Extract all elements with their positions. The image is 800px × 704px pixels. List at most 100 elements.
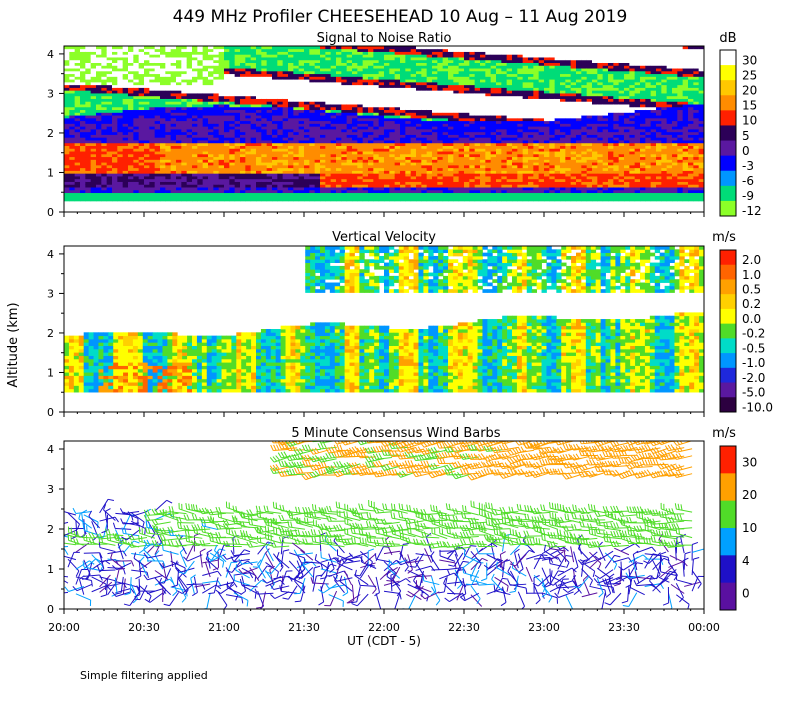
snr-cell	[234, 106, 241, 111]
snr-cell	[74, 178, 81, 182]
snr-cell	[405, 176, 412, 180]
snr-cell	[213, 137, 220, 141]
snr-cell	[74, 170, 81, 174]
snr-cell	[517, 156, 524, 160]
snr-cell	[74, 106, 81, 111]
snr-cell	[74, 142, 81, 146]
snr-cell	[277, 90, 284, 94]
snr-cell	[154, 115, 161, 119]
snr-cell	[346, 54, 353, 58]
snr-cell	[165, 153, 172, 158]
snr-cell	[432, 46, 438, 50]
snr-cell	[144, 84, 150, 88]
snr-cell	[90, 131, 97, 135]
snr-cell	[346, 76, 353, 80]
snr-cell	[533, 156, 540, 160]
snr-cell	[325, 156, 332, 160]
snr-cell	[469, 148, 476, 152]
snr-cell	[309, 93, 316, 97]
snr-cell	[496, 48, 502, 52]
snr-cell	[112, 137, 118, 141]
snr-cell	[501, 95, 508, 99]
snr-cell	[453, 159, 460, 163]
snr-cell	[384, 151, 390, 155]
snr-cell	[256, 79, 262, 83]
snr-cell	[341, 153, 348, 158]
snr-cell	[378, 98, 385, 102]
snr-cell	[528, 79, 534, 83]
snr-cell	[469, 62, 476, 66]
snr-cell	[101, 48, 108, 52]
snr-cell	[282, 54, 289, 58]
snr-cell	[394, 48, 401, 52]
snr-cell	[298, 93, 305, 97]
snr-cell	[410, 184, 417, 188]
snr-cell	[250, 90, 257, 94]
snr-cell	[282, 106, 289, 111]
snr-cell	[362, 51, 369, 55]
snr-cell	[352, 70, 358, 75]
snr-cell	[160, 54, 166, 58]
snr-cell	[213, 173, 220, 177]
snr-cell	[341, 134, 348, 138]
snr-cell	[117, 120, 124, 124]
snr-cell	[106, 173, 113, 177]
snr-cell	[138, 198, 145, 202]
snr-cell	[368, 57, 374, 61]
snr-cell	[448, 48, 454, 52]
snr-cell	[426, 162, 433, 166]
snr-cell	[496, 181, 502, 185]
snr-cell	[106, 181, 113, 185]
snr-cell	[170, 70, 177, 75]
snr-cell	[474, 51, 481, 55]
snr-cell	[405, 170, 412, 174]
snr-cell	[485, 198, 492, 202]
snr-cell	[160, 68, 166, 72]
snr-cell	[293, 112, 300, 116]
snr-cell	[218, 178, 225, 182]
snr-cell	[533, 189, 540, 194]
snr-cell	[357, 81, 364, 86]
snr-cell	[501, 192, 508, 196]
snr-cell	[240, 112, 246, 116]
snr-cell	[394, 76, 401, 80]
snr-cell	[224, 181, 230, 185]
snr-cell	[442, 137, 449, 141]
snr-cell	[314, 140, 321, 144]
snr-cell	[330, 87, 337, 91]
snr-cell	[64, 145, 70, 149]
snr-cell	[117, 59, 124, 63]
snr-cell	[458, 159, 465, 163]
snr-cell	[154, 65, 161, 69]
snr-cell	[341, 159, 348, 163]
snr-cell	[186, 59, 193, 63]
snr-cell	[309, 156, 316, 160]
snr-cell	[496, 137, 502, 141]
snr-cell	[352, 176, 358, 180]
snr-cell	[432, 54, 438, 58]
snr-cell	[352, 156, 358, 160]
snr-cell	[400, 142, 406, 146]
snr-cell	[432, 93, 438, 97]
snr-cell	[437, 93, 444, 97]
snr-cell	[74, 123, 81, 127]
snr-cell	[469, 153, 476, 158]
snr-cell	[384, 112, 390, 116]
snr-cell	[85, 57, 92, 61]
snr-cell	[176, 68, 182, 72]
snr-cell	[250, 112, 257, 116]
snr-cell	[384, 73, 390, 77]
snr-cell	[464, 62, 470, 66]
snr-cell	[90, 151, 97, 155]
snr-cell	[101, 192, 108, 196]
snr-cell	[165, 79, 172, 83]
snr-cell	[85, 151, 92, 155]
snr-cell	[277, 164, 284, 169]
snr-cell	[80, 112, 86, 116]
snr-cell	[501, 178, 508, 182]
snr-cell	[512, 134, 518, 138]
snr-cell	[405, 54, 412, 58]
snr-cell	[352, 192, 358, 196]
snr-cell	[218, 176, 225, 180]
snr-cell	[368, 195, 374, 199]
